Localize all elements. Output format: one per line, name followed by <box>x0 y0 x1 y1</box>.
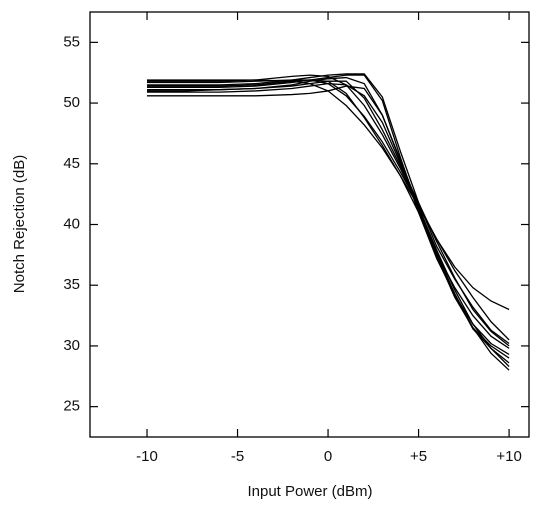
y-tick-label: 25 <box>63 398 80 415</box>
data-line <box>147 73 510 345</box>
x-tick-label: -5 <box>231 448 244 465</box>
data-line <box>147 79 510 371</box>
y-tick-label: 55 <box>63 33 80 50</box>
y-axis-label: Notch Rejection (dB) <box>11 155 28 293</box>
x-tick-label: -10 <box>136 448 158 465</box>
x-tick-label: +10 <box>496 448 521 465</box>
y-tick-label: 35 <box>63 276 80 293</box>
data-line <box>147 74 510 349</box>
data-line <box>147 80 510 347</box>
y-tick-label: 30 <box>63 337 80 354</box>
data-line <box>147 76 510 355</box>
data-line <box>147 82 510 359</box>
x-tick-label: 0 <box>324 448 332 465</box>
x-tick-label: +5 <box>410 448 427 465</box>
data-line <box>147 74 510 368</box>
data-line <box>147 79 510 341</box>
y-tick-label: 50 <box>63 94 80 111</box>
y-tick-label: 45 <box>63 155 80 172</box>
data-line <box>147 85 510 364</box>
y-tick-label: 40 <box>63 215 80 232</box>
x-axis-label: Input Power (dBm) <box>247 483 372 500</box>
data-line <box>147 79 510 311</box>
